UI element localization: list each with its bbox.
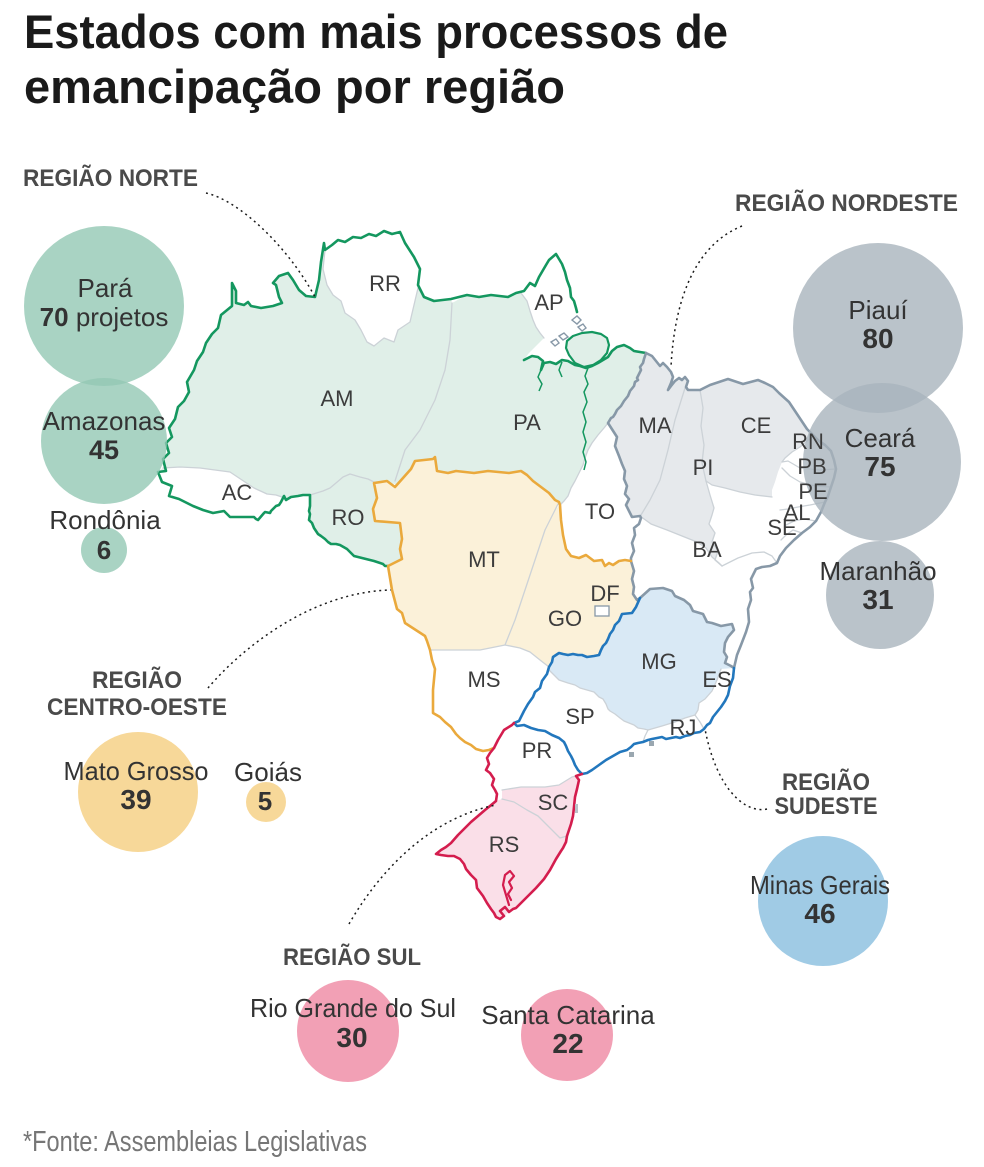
svg-text:REGIÃO: REGIÃO: [782, 768, 870, 796]
svg-text:31: 31: [862, 584, 893, 615]
svg-text:REGIÃO NORDESTE: REGIÃO NORDESTE: [735, 189, 958, 217]
svg-text:ES: ES: [702, 667, 731, 692]
svg-text:TO: TO: [585, 499, 615, 524]
svg-text:CE: CE: [741, 413, 772, 438]
svg-text:PE: PE: [798, 479, 827, 504]
svg-text:Ceará: Ceará: [845, 423, 916, 453]
svg-text:30: 30: [336, 1022, 367, 1053]
svg-text:46: 46: [804, 898, 835, 929]
svg-text:RN: RN: [792, 429, 824, 454]
svg-text:SP: SP: [565, 704, 594, 729]
svg-text:SUDESTE: SUDESTE: [775, 793, 878, 820]
svg-text:Minas Gerais: Minas Gerais: [750, 870, 890, 900]
svg-text:45: 45: [89, 435, 119, 465]
svg-text:Maranhão: Maranhão: [819, 556, 936, 586]
svg-text:Rio Grande do Sul: Rio Grande do Sul: [250, 993, 456, 1023]
svg-text:RR: RR: [369, 271, 401, 296]
svg-text:DF: DF: [590, 581, 619, 606]
svg-text:REGIÃO SUL: REGIÃO SUL: [283, 943, 421, 971]
svg-text:REGIÃO NORTE: REGIÃO NORTE: [23, 164, 198, 192]
svg-text:Goiás: Goiás: [234, 757, 302, 787]
svg-text:70 projetos: 70 projetos: [40, 302, 169, 332]
svg-text:39: 39: [120, 784, 151, 815]
svg-text:Estados com mais processos de: Estados com mais processos de: [24, 5, 728, 58]
svg-text:AM: AM: [321, 386, 354, 411]
svg-text:Rondônia: Rondônia: [49, 505, 161, 535]
svg-text:BA: BA: [692, 537, 722, 562]
svg-text:PR: PR: [522, 738, 553, 763]
svg-text:80: 80: [862, 323, 893, 354]
svg-text:AC: AC: [222, 480, 253, 505]
svg-text:RO: RO: [332, 505, 365, 530]
svg-text:5: 5: [258, 786, 272, 816]
svg-text:emancipação por região: emancipação por região: [24, 60, 565, 113]
svg-text:GO: GO: [548, 606, 582, 631]
svg-text:MA: MA: [639, 413, 672, 438]
svg-text:PA: PA: [513, 410, 541, 435]
svg-text:Santa Catarina: Santa Catarina: [481, 1000, 655, 1030]
svg-text:6: 6: [97, 535, 111, 565]
svg-text:RS: RS: [489, 832, 520, 857]
svg-text:*Fonte: Assembleias Legislativ: *Fonte: Assembleias Legislativas: [23, 1126, 367, 1158]
svg-text:Piauí: Piauí: [848, 295, 908, 325]
svg-text:22: 22: [552, 1028, 583, 1059]
svg-text:SE: SE: [767, 515, 796, 540]
svg-text:SC: SC: [538, 790, 569, 815]
svg-text:AL: AL: [784, 500, 811, 525]
svg-text:REGIÃO: REGIÃO: [92, 666, 182, 694]
svg-text:MS: MS: [468, 667, 501, 692]
svg-text:CENTRO-OESTE: CENTRO-OESTE: [47, 694, 227, 721]
svg-text:PB: PB: [797, 454, 826, 479]
svg-text:Amazonas: Amazonas: [43, 406, 166, 436]
svg-text:AP: AP: [534, 290, 563, 315]
svg-text:75: 75: [864, 451, 895, 482]
svg-text:Pará: Pará: [78, 273, 133, 303]
svg-text:PI: PI: [693, 455, 714, 480]
svg-text:MT: MT: [468, 547, 500, 572]
svg-text:Mato Grosso: Mato Grosso: [64, 756, 209, 786]
svg-text:MG: MG: [641, 649, 676, 674]
svg-text:RJ: RJ: [670, 715, 697, 740]
